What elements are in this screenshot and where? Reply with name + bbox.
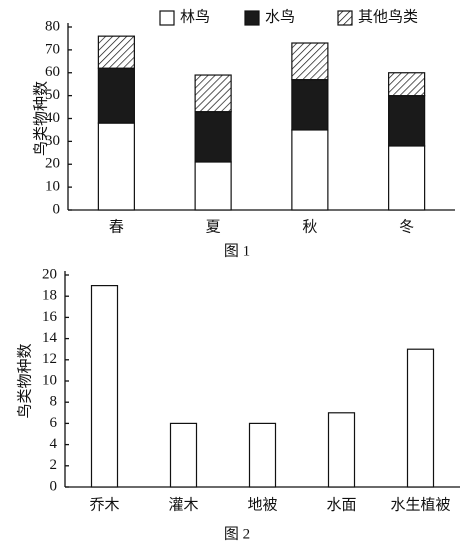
x-tick-label: 水面 <box>326 496 356 513</box>
bar-segment <box>194 161 232 211</box>
y-tick-label: 10 <box>42 372 57 388</box>
legend-swatch <box>337 10 353 26</box>
y-tick-label: 8 <box>50 394 58 410</box>
y-tick-label: 12 <box>42 351 57 367</box>
bar-segment <box>97 35 135 69</box>
y-tick-label: 40 <box>45 110 60 126</box>
bar-segment <box>388 95 426 147</box>
x-tick-label: 地被 <box>247 496 277 513</box>
x-tick-label: 乔木 <box>89 496 119 513</box>
legend-swatch <box>244 10 260 26</box>
y-tick-label: 6 <box>50 415 58 431</box>
bar-segment <box>194 74 232 113</box>
bar-segment <box>291 79 329 131</box>
legend-swatch <box>159 10 175 26</box>
legend-label: 其他鸟类 <box>358 8 418 25</box>
y-tick-label: 60 <box>45 64 60 80</box>
y-tick-label: 10 <box>45 179 60 195</box>
x-tick-label: 秋 <box>302 218 317 235</box>
legend-label: 林鸟 <box>180 8 210 25</box>
caption: 图 2 <box>224 525 250 542</box>
y-tick-label: 16 <box>42 309 58 325</box>
y-tick-label: 70 <box>45 41 60 57</box>
y-tick-label: 14 <box>42 330 58 346</box>
y-tick-label: 4 <box>50 436 58 452</box>
x-tick-label: 水生植被 <box>390 496 450 513</box>
bar-segment <box>97 67 135 124</box>
legend-label: 水鸟 <box>265 8 295 25</box>
y-tick-label: 50 <box>45 87 60 103</box>
bar <box>248 422 277 488</box>
bar <box>169 422 198 488</box>
bar-segment <box>97 122 135 211</box>
bar-segment <box>291 129 329 211</box>
bar <box>90 285 119 488</box>
bar-segment <box>291 42 329 81</box>
x-tick-label: 冬 <box>399 218 414 235</box>
y-tick-label: 30 <box>45 133 60 149</box>
y-tick-label: 20 <box>45 156 60 172</box>
caption: 图 1 <box>224 242 250 259</box>
x-tick-label: 春 <box>109 218 124 235</box>
bar <box>406 348 435 488</box>
y-tick-label: 80 <box>45 18 60 34</box>
x-tick-label: 灌木 <box>168 496 198 513</box>
y-tick-label: 0 <box>50 478 58 494</box>
y-tick-label: 18 <box>42 288 57 304</box>
x-tick-label: 夏 <box>206 219 221 235</box>
bar <box>327 412 356 488</box>
bar-segment <box>388 145 426 211</box>
y-tick-label: 0 <box>53 201 61 217</box>
bar-segment <box>388 72 426 97</box>
bar-segment <box>194 111 232 163</box>
y-axis-label: 鸟类物种数 <box>32 81 49 156</box>
y-axis-label: 鸟类物种数 <box>16 343 33 418</box>
y-tick-label: 2 <box>50 457 58 473</box>
y-tick-label: 20 <box>42 266 57 282</box>
